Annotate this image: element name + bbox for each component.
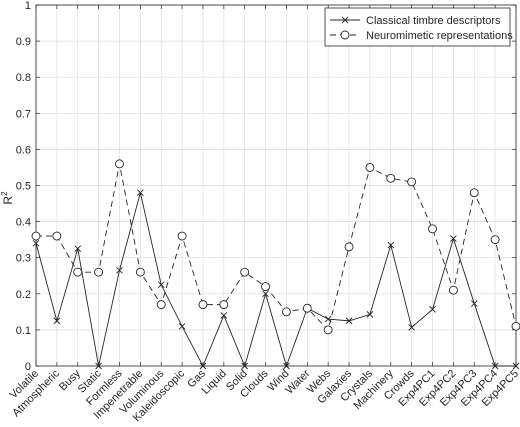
y-axis-label: R2 <box>0 191 15 205</box>
data-point-x <box>53 317 61 325</box>
data-point-x <box>95 362 102 370</box>
y-tick-label: 0.5 <box>16 181 31 193</box>
data-point-x <box>262 290 269 298</box>
legend: Classical timbre descriptors Neuromimeti… <box>324 7 513 47</box>
data-point-x <box>512 362 520 370</box>
y-axis-label-superscript: 2 <box>0 191 9 196</box>
data-point-circle <box>302 303 312 313</box>
data-point-x <box>470 300 478 307</box>
data-point-x <box>220 312 228 319</box>
data-point-x <box>345 317 353 325</box>
data-point-x <box>74 245 82 252</box>
axes <box>35 4 517 367</box>
data-point-x <box>366 311 374 318</box>
data-point-circle <box>428 224 437 234</box>
series-line-1 <box>36 163 517 331</box>
y-tick-label: 0.8 <box>16 72 31 84</box>
data-point-circle <box>469 188 479 198</box>
data-point-circle <box>281 307 291 317</box>
data-point-x <box>137 189 144 197</box>
data-point-circle <box>240 267 250 277</box>
y-tick-label: 0.9 <box>16 36 31 48</box>
y-tick-label: 0.1 <box>16 325 31 337</box>
y-tick-label: 0.2 <box>16 289 31 301</box>
y-tick-label: 0.6 <box>16 144 31 156</box>
x-tick-label: Water <box>283 367 312 396</box>
legend-box <box>324 7 511 47</box>
y-axis-label-text: R <box>1 196 15 205</box>
data-point-circle <box>156 300 166 310</box>
data-point-x <box>429 306 436 313</box>
data-point-circle <box>94 267 104 277</box>
data-point-circle <box>323 325 333 335</box>
series-layer <box>31 159 520 370</box>
y-tick-label: 1 <box>25 0 31 12</box>
legend-label-classical: Classical timbre descriptors <box>366 15 501 27</box>
legend-label-neuromimetic: Neuromimetic representations <box>366 30 513 42</box>
data-point-circle <box>198 300 208 310</box>
data-point-circle <box>115 159 124 169</box>
data-point-x <box>450 235 457 242</box>
data-point-x <box>387 241 395 249</box>
data-point-circle <box>386 173 396 183</box>
series-1 <box>31 159 520 335</box>
data-point-circle <box>177 231 187 241</box>
data-point-circle <box>344 242 354 252</box>
y-tick-label: 0.4 <box>16 217 31 229</box>
data-point-circle <box>490 235 500 245</box>
data-point-x <box>408 324 415 331</box>
data-point-x <box>491 362 499 370</box>
legend-marker-circle <box>340 30 350 40</box>
data-point-x <box>116 267 123 274</box>
legend-entry-neuromimetic: Neuromimetic representations <box>330 30 513 42</box>
series-line-0 <box>35 192 516 368</box>
data-point-x <box>157 281 165 289</box>
legend-marker-x <box>341 16 349 24</box>
data-point-circle <box>261 282 271 292</box>
data-point-x <box>178 322 186 330</box>
data-point-circle <box>407 177 417 187</box>
y-tick-label: 0.3 <box>16 253 31 265</box>
y-tick-label: 0 <box>25 361 31 373</box>
data-point-circle <box>135 267 145 277</box>
data-point-circle <box>511 321 520 331</box>
data-point-circle <box>365 162 375 172</box>
data-point-circle <box>73 267 83 277</box>
data-point-circle <box>448 285 458 295</box>
data-point-circle <box>52 231 62 241</box>
axes-box <box>35 4 517 367</box>
data-point-circle <box>219 300 229 310</box>
data-point-circle <box>31 231 41 241</box>
data-point-x <box>241 362 249 370</box>
x-tick-label: Liquid <box>200 368 229 397</box>
data-point-x <box>199 362 207 370</box>
y-tick-label: 0.7 <box>16 108 31 120</box>
data-point-x <box>283 362 290 370</box>
tick-labels: 00.10.20.30.40.50.60.70.80.91VolatileAtm… <box>8 0 520 424</box>
data-point-x <box>32 239 40 247</box>
legend-entry-classical: Classical timbre descriptors <box>330 15 501 27</box>
grid-lines <box>35 4 517 367</box>
